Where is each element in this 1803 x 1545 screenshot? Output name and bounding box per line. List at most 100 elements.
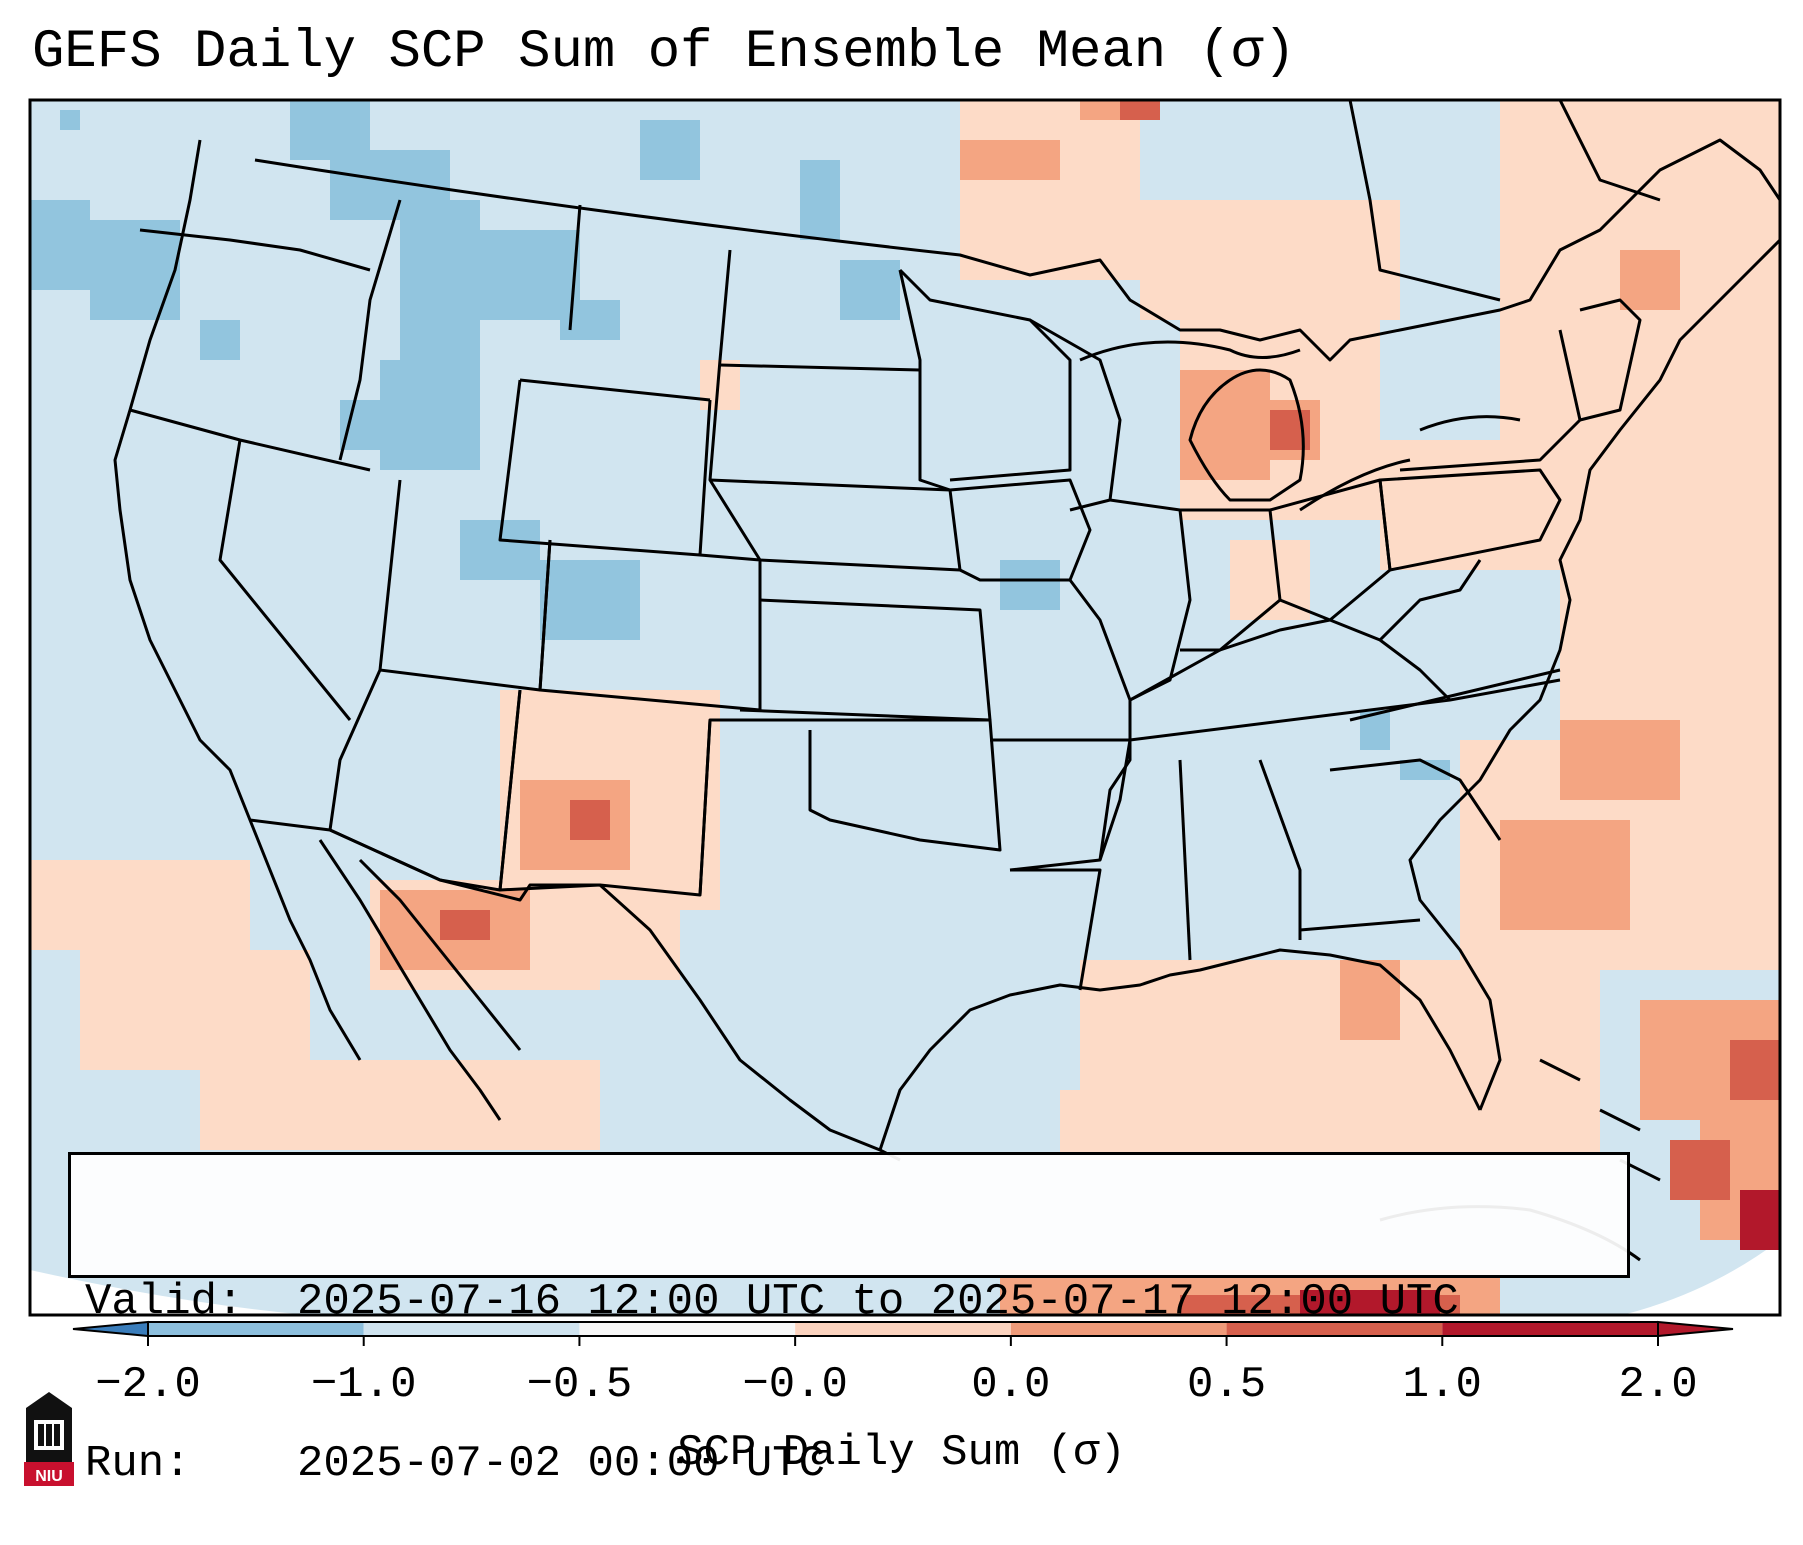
field-cell xyxy=(30,200,90,290)
mn-border xyxy=(898,268,1072,482)
field-cell xyxy=(1000,560,1060,610)
tx-line xyxy=(698,718,740,896)
colorbar-label: SCP Daily Sum (σ) xyxy=(677,1428,1126,1478)
mt-wy xyxy=(519,378,711,402)
valid-time-box: Valid: 2025-07-16 12:00 UTC to 2025-07-17… xyxy=(68,1152,1630,1489)
field-cell xyxy=(1670,1140,1730,1200)
lake-ontario xyxy=(1419,415,1521,432)
colorbar-tick-label: −0.5 xyxy=(526,1360,633,1410)
colorbar-segment xyxy=(1226,1322,1443,1336)
wi-border xyxy=(1029,318,1122,512)
field-cell xyxy=(1340,960,1400,1040)
field-cell xyxy=(200,1060,600,1150)
map-title: GEFS Daily SCP Sum of Ensemble Mean (σ) xyxy=(32,22,1296,83)
canada-border xyxy=(254,138,1780,362)
colorbar-tick-label: 0.5 xyxy=(1186,1360,1267,1410)
field-cell xyxy=(640,120,700,180)
field-cell xyxy=(1560,440,1780,740)
field-cell xyxy=(440,910,490,940)
valid-value: 2025-07-16 12:00 UTC to 2025-07-17 12:00… xyxy=(297,1277,1459,1327)
great-lakes-mi xyxy=(1188,368,1305,502)
field-cell xyxy=(840,260,900,320)
va-wv xyxy=(1378,559,1482,642)
id-border xyxy=(338,199,402,461)
field-cell xyxy=(960,100,1140,280)
nv-border xyxy=(218,439,352,721)
hudson-bay-line xyxy=(1348,100,1501,302)
field-cell xyxy=(560,300,620,340)
east-coast xyxy=(1408,238,1780,1111)
domain-edge-right xyxy=(1622,1240,1780,1315)
colorbar-tick-label: −1.0 xyxy=(310,1360,417,1410)
ny-border xyxy=(1399,329,1582,472)
colorbar-tick-label: −2.0 xyxy=(95,1360,201,1410)
field-cell xyxy=(1560,720,1680,800)
ia-border xyxy=(949,478,1092,582)
niu-logo: NIU xyxy=(24,1392,74,1486)
quebec-line xyxy=(1558,100,1661,202)
ks-line xyxy=(739,598,992,722)
new-england xyxy=(1579,298,1642,422)
colorbar-frame xyxy=(147,1321,1659,1337)
valid-label: Valid: xyxy=(85,1277,244,1327)
la-border xyxy=(1010,868,1102,991)
field-cell xyxy=(80,950,310,1070)
field-cell xyxy=(200,320,240,360)
field-cell xyxy=(1300,1290,1440,1315)
scp-field-cells xyxy=(30,100,1780,1315)
colorbar-tick-label: 2.0 xyxy=(1618,1360,1698,1410)
colorbar-extend-high xyxy=(1657,1320,1734,1338)
great-lakes-up xyxy=(1079,340,1301,362)
colorbar-segment xyxy=(795,1322,1011,1336)
colorbar-segments xyxy=(72,1320,1734,1338)
al-ga xyxy=(1258,759,1302,940)
field-cell xyxy=(570,800,610,840)
colorbar-segment xyxy=(579,1322,796,1336)
colorbar-tick-labels: −2.0 −1.0 −0.5 −0.0 0.0 0.5 1.0 2.0 xyxy=(0,1360,1803,1420)
ms-al xyxy=(1178,759,1192,961)
sc-nc xyxy=(1329,758,1502,841)
colorbar-tick-marks xyxy=(147,1336,1659,1346)
ga-fl xyxy=(1299,918,1421,932)
field-cell xyxy=(60,110,80,130)
colorbar xyxy=(72,1320,1734,1346)
lake-erie xyxy=(1299,458,1411,512)
ar-border xyxy=(1000,738,1132,872)
state-boundaries xyxy=(113,100,1780,1262)
colorbar-segment xyxy=(363,1322,580,1336)
field-cell xyxy=(1620,250,1680,310)
colorbar-tick-label: −0.0 xyxy=(742,1360,848,1410)
mt-border xyxy=(568,204,582,331)
sd-ne-line xyxy=(709,478,951,492)
colorbar-segment xyxy=(148,1322,364,1336)
logo-text: NIU xyxy=(35,1468,63,1485)
colorbar-tick-label: 1.0 xyxy=(1402,1360,1482,1410)
field-cell xyxy=(600,900,680,980)
sonora-coast xyxy=(358,858,522,1051)
ms-al-ga xyxy=(1098,740,1132,861)
wy-border xyxy=(498,379,712,557)
field-cell xyxy=(90,220,180,320)
field-cell xyxy=(540,560,640,640)
gulf-coast xyxy=(878,948,1482,1151)
colorbar-tick-label: 0.0 xyxy=(971,1360,1051,1410)
west-coast xyxy=(113,139,362,1061)
wa-or-border xyxy=(139,228,371,272)
field-cell xyxy=(1730,1040,1780,1100)
field-cell xyxy=(30,860,250,950)
logo-banner xyxy=(24,1462,74,1486)
field-cell xyxy=(1500,820,1630,930)
field-cell xyxy=(1060,1090,1200,1160)
field-cell xyxy=(1740,1190,1780,1250)
field-cell xyxy=(1400,760,1450,780)
baja-coast xyxy=(318,839,502,1121)
colorbar-segment xyxy=(1442,1322,1658,1336)
nc-va xyxy=(1349,668,1561,722)
field-cell xyxy=(1080,100,1120,120)
nd-sd-line xyxy=(719,363,921,372)
pa-border xyxy=(1378,468,1562,572)
field-cell xyxy=(800,160,840,240)
colorbar-segment xyxy=(1010,1322,1227,1336)
domain-edge-left xyxy=(30,1270,308,1315)
map-figure xyxy=(28,98,1782,1346)
